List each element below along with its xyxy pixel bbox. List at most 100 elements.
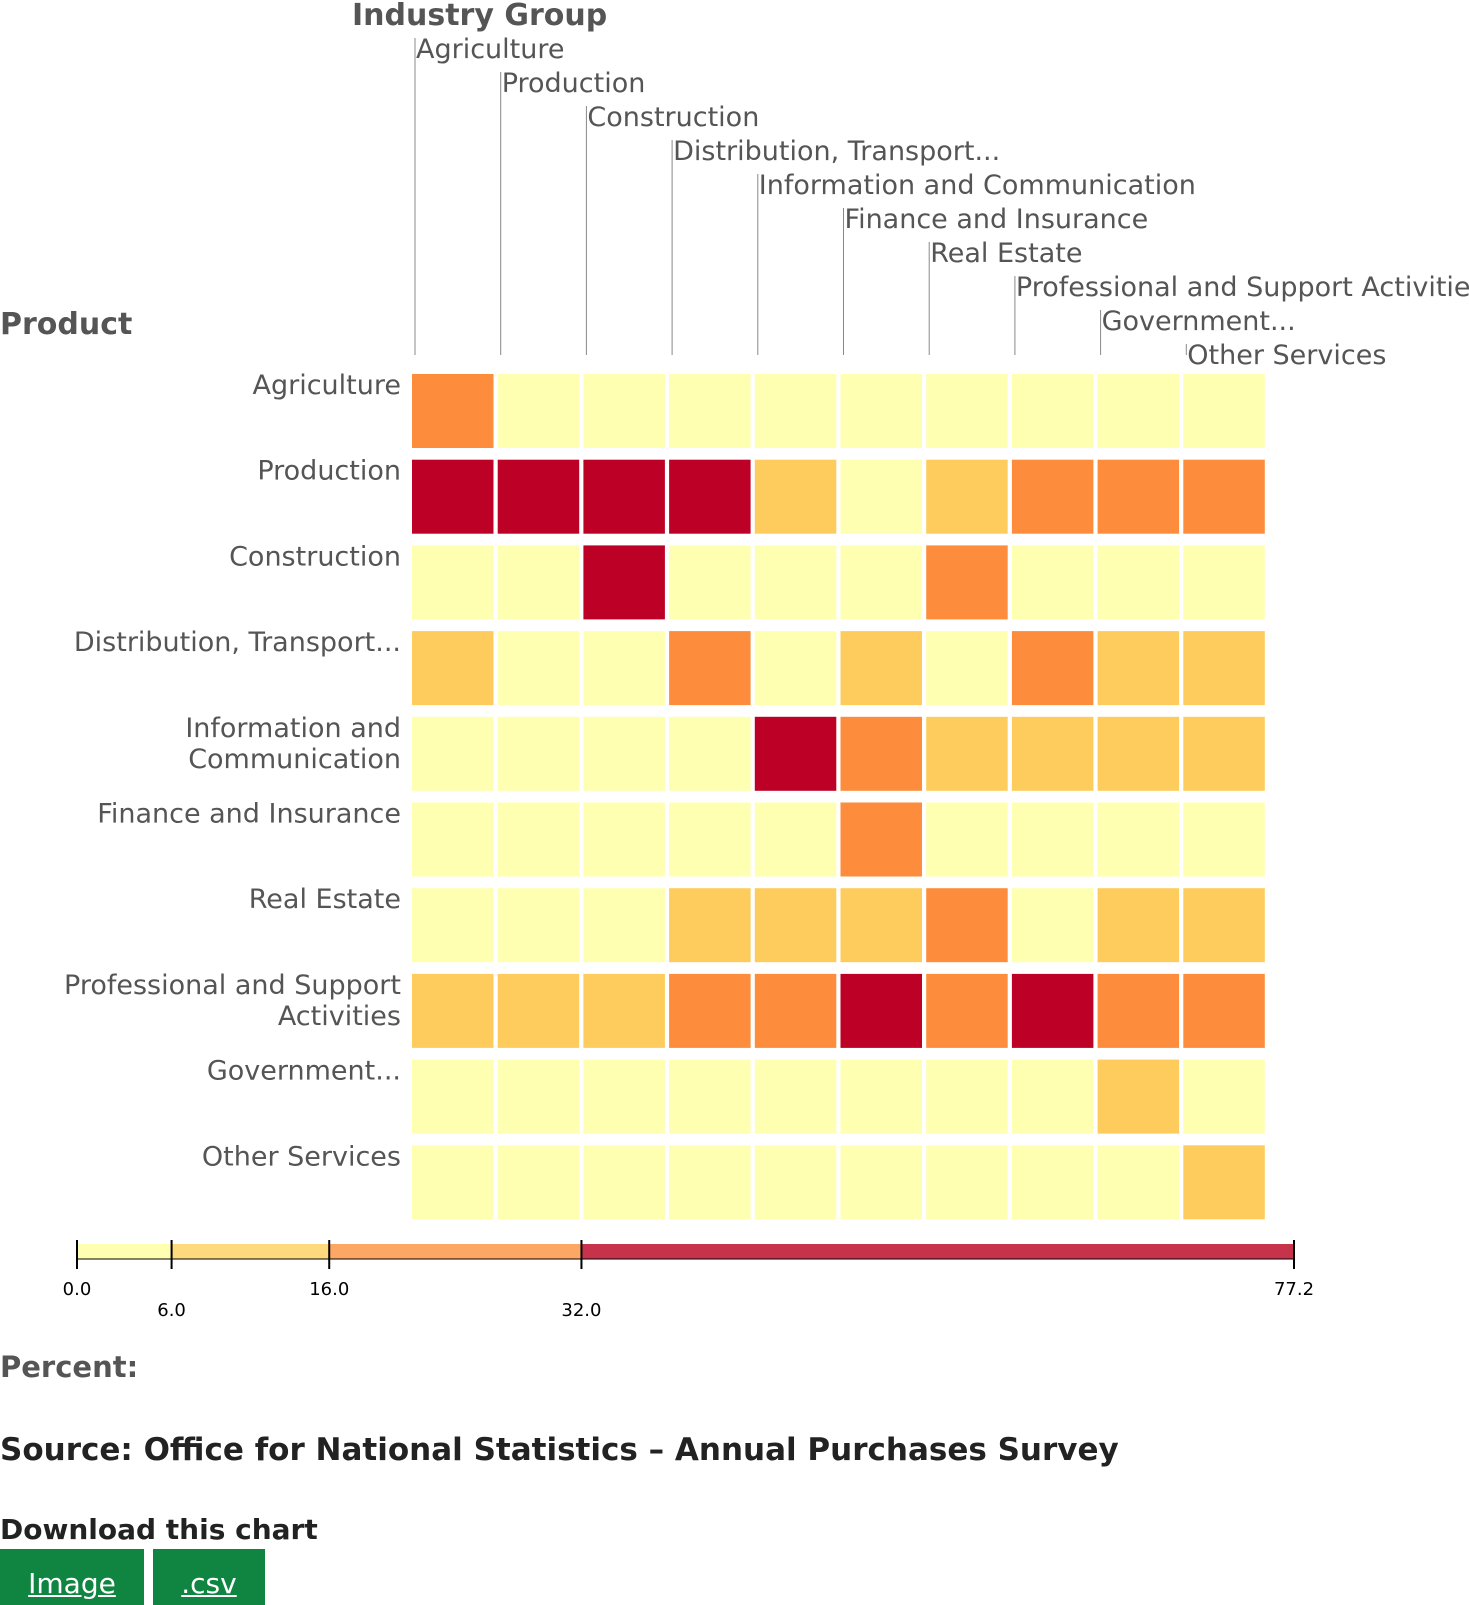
legend-swatch bbox=[171, 1244, 330, 1259]
heatmap-cell bbox=[1183, 716, 1265, 791]
heatmap-cell bbox=[926, 1145, 1008, 1220]
color-legend: 0.0 6.0 16.0 32.0 77.2 bbox=[63, 1240, 1314, 1321]
heatmap-cell bbox=[1011, 716, 1094, 791]
heatmap-cell bbox=[926, 459, 1008, 534]
heatmap-cell bbox=[1097, 888, 1180, 963]
heatmap-cell bbox=[754, 802, 837, 877]
legend-swatch bbox=[581, 1244, 1294, 1259]
heatmap-cell bbox=[926, 888, 1008, 963]
heatmap-cell bbox=[840, 545, 922, 620]
legend-tick-label: 6.0 bbox=[157, 1300, 186, 1321]
row-label: Other Services bbox=[202, 1141, 401, 1172]
column-label: Finance and Insurance bbox=[845, 204, 1149, 235]
legend-swatch bbox=[77, 1244, 172, 1259]
heatmap-cell bbox=[412, 802, 494, 877]
row-label: Finance and Insurance bbox=[97, 799, 401, 830]
heatmap-cell bbox=[583, 802, 665, 877]
heatmap-cell bbox=[840, 973, 922, 1048]
heatmap-cell bbox=[1183, 459, 1265, 534]
heatmap-cell bbox=[669, 973, 751, 1048]
heatmap-cell bbox=[840, 888, 922, 963]
heatmap-cell bbox=[497, 802, 580, 877]
heatmap-cell bbox=[926, 374, 1008, 448]
heatmap-cell bbox=[754, 545, 837, 620]
column-label: Real Estate bbox=[930, 238, 1082, 269]
row-label: Construction bbox=[229, 541, 401, 572]
download-image-button[interactable]: Image bbox=[0, 1549, 144, 1605]
row-label: Production bbox=[257, 456, 401, 487]
download-heading: Download this chart bbox=[0, 1513, 318, 1546]
legend-tick-label: 16.0 bbox=[309, 1279, 349, 1300]
legend-tick-label: 32.0 bbox=[561, 1300, 601, 1321]
heatmap-cell bbox=[754, 374, 837, 448]
heatmap-cell bbox=[1097, 631, 1180, 706]
heatmap-cell bbox=[412, 888, 494, 963]
row-label: Professional and Support bbox=[64, 970, 401, 1001]
heatmap-cell bbox=[497, 1059, 580, 1134]
column-label: Construction bbox=[587, 102, 759, 133]
heatmap-cell bbox=[497, 716, 580, 791]
heatmap-cell bbox=[926, 973, 1008, 1048]
heatmap-chart: Industry Group Product AgricultureProduc… bbox=[0, 0, 1469, 1321]
heatmap-cell bbox=[669, 888, 751, 963]
heatmap-cell bbox=[669, 1059, 751, 1134]
legend-tick-label: 0.0 bbox=[63, 1279, 92, 1300]
row-label: Communication bbox=[188, 744, 401, 775]
heatmap-cell bbox=[583, 716, 665, 791]
row-label: Government... bbox=[207, 1056, 401, 1087]
legend-swatch bbox=[329, 1244, 582, 1259]
heatmap-cell bbox=[669, 631, 751, 706]
heatmap-cell bbox=[412, 374, 494, 448]
heatmap-cell bbox=[583, 459, 665, 534]
heatmap-cell bbox=[1011, 973, 1094, 1048]
row-label: Agriculture bbox=[253, 370, 402, 401]
heatmap-cell bbox=[669, 1145, 751, 1220]
heatmap-cell bbox=[1011, 1145, 1094, 1220]
heatmap-cell bbox=[1097, 1059, 1180, 1134]
source-note: Source: Office for National Statistics –… bbox=[0, 1432, 1119, 1468]
heatmap-cell bbox=[497, 631, 580, 706]
heatmap-cell bbox=[1183, 545, 1265, 620]
heatmap-cell bbox=[1097, 973, 1180, 1048]
heatmap-cell bbox=[926, 802, 1008, 877]
heatmap-cell bbox=[840, 1059, 922, 1134]
heatmap-cell bbox=[497, 973, 580, 1048]
download-csv-button[interactable]: .csv bbox=[153, 1549, 265, 1605]
heatmap-cell bbox=[754, 1059, 837, 1134]
heatmap-cell bbox=[669, 545, 751, 620]
column-label: Information and Communication bbox=[759, 170, 1196, 201]
heatmap-cell bbox=[754, 888, 837, 963]
row-label: Real Estate bbox=[249, 884, 401, 915]
heatmap-cell bbox=[754, 973, 837, 1048]
heatmap-cell bbox=[1011, 545, 1094, 620]
heatmap-cell bbox=[926, 716, 1008, 791]
heatmap-cell bbox=[840, 1145, 922, 1220]
heatmap-cell bbox=[412, 716, 494, 791]
row-labels: Agriculture Production Construction Distrib… bbox=[64, 370, 401, 1172]
heatmap-cell bbox=[669, 716, 751, 791]
heatmap-cell bbox=[669, 374, 751, 448]
heatmap-cell bbox=[926, 631, 1008, 706]
heatmap-cell bbox=[412, 545, 494, 620]
heatmap-cell bbox=[583, 1059, 665, 1134]
heatmap-cell bbox=[1011, 1059, 1094, 1134]
heatmap-cell bbox=[412, 1145, 494, 1220]
heatmap-cell bbox=[497, 459, 580, 534]
column-label: Other Services bbox=[1187, 340, 1386, 371]
column-label: Production bbox=[502, 68, 646, 99]
heatmap-cell bbox=[1011, 631, 1094, 706]
heatmap-cell bbox=[1183, 888, 1265, 963]
heatmap-cell bbox=[412, 1059, 494, 1134]
heatmap-cell bbox=[1097, 545, 1180, 620]
legend-tick-label: 77.2 bbox=[1274, 1279, 1314, 1300]
heatmap-cell bbox=[840, 716, 922, 791]
heatmap-cell bbox=[1183, 631, 1265, 706]
heatmap-cell bbox=[669, 459, 751, 534]
heatmap-cell bbox=[1097, 459, 1180, 534]
heatmap-cell bbox=[412, 973, 494, 1048]
heatmap-cells bbox=[412, 374, 1265, 1220]
heatmap-cell bbox=[497, 374, 580, 448]
heatmap-cell bbox=[840, 459, 922, 534]
heatmap-cell bbox=[840, 802, 922, 877]
heatmap-cell bbox=[1183, 1145, 1265, 1220]
